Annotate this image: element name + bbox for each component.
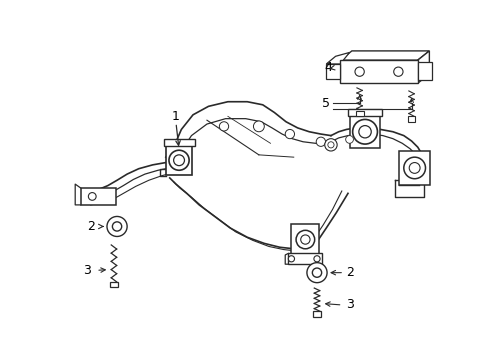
Circle shape — [169, 150, 189, 170]
Text: 3: 3 — [83, 264, 91, 277]
Bar — [348, 109, 382, 116]
Circle shape — [253, 121, 264, 132]
Circle shape — [285, 130, 294, 139]
Circle shape — [359, 126, 371, 138]
Polygon shape — [340, 51, 429, 60]
Polygon shape — [418, 51, 429, 83]
Bar — [288, 253, 322, 264]
Circle shape — [409, 163, 420, 173]
Polygon shape — [326, 53, 349, 64]
Circle shape — [220, 122, 229, 131]
Circle shape — [404, 157, 425, 179]
Bar — [326, 64, 340, 80]
Circle shape — [312, 268, 321, 277]
Circle shape — [296, 230, 315, 249]
Circle shape — [288, 256, 294, 262]
Circle shape — [112, 222, 122, 231]
Circle shape — [353, 120, 377, 144]
Circle shape — [345, 136, 353, 143]
Text: 2: 2 — [346, 266, 354, 279]
Bar — [356, 111, 364, 116]
Bar — [166, 145, 192, 175]
Circle shape — [307, 263, 327, 283]
Bar — [408, 116, 416, 122]
Circle shape — [359, 126, 371, 138]
Bar — [340, 60, 418, 83]
Bar — [313, 311, 321, 316]
Circle shape — [107, 216, 127, 237]
Text: 1: 1 — [172, 110, 180, 123]
Bar — [350, 116, 380, 148]
Circle shape — [353, 120, 377, 144]
Bar — [81, 188, 116, 205]
Circle shape — [325, 139, 337, 151]
Circle shape — [355, 67, 364, 76]
Bar — [399, 151, 430, 185]
Circle shape — [88, 193, 96, 200]
Text: 5: 5 — [322, 97, 330, 110]
Circle shape — [314, 256, 320, 262]
Bar — [110, 282, 118, 287]
Bar — [292, 224, 319, 255]
Circle shape — [394, 67, 403, 76]
Text: 4: 4 — [325, 61, 333, 74]
Circle shape — [301, 235, 310, 244]
Text: 3: 3 — [346, 298, 354, 311]
Circle shape — [328, 142, 334, 148]
Text: 2: 2 — [87, 220, 95, 233]
Circle shape — [173, 155, 184, 166]
Bar — [418, 62, 432, 80]
Circle shape — [316, 137, 325, 147]
Bar — [164, 139, 195, 147]
